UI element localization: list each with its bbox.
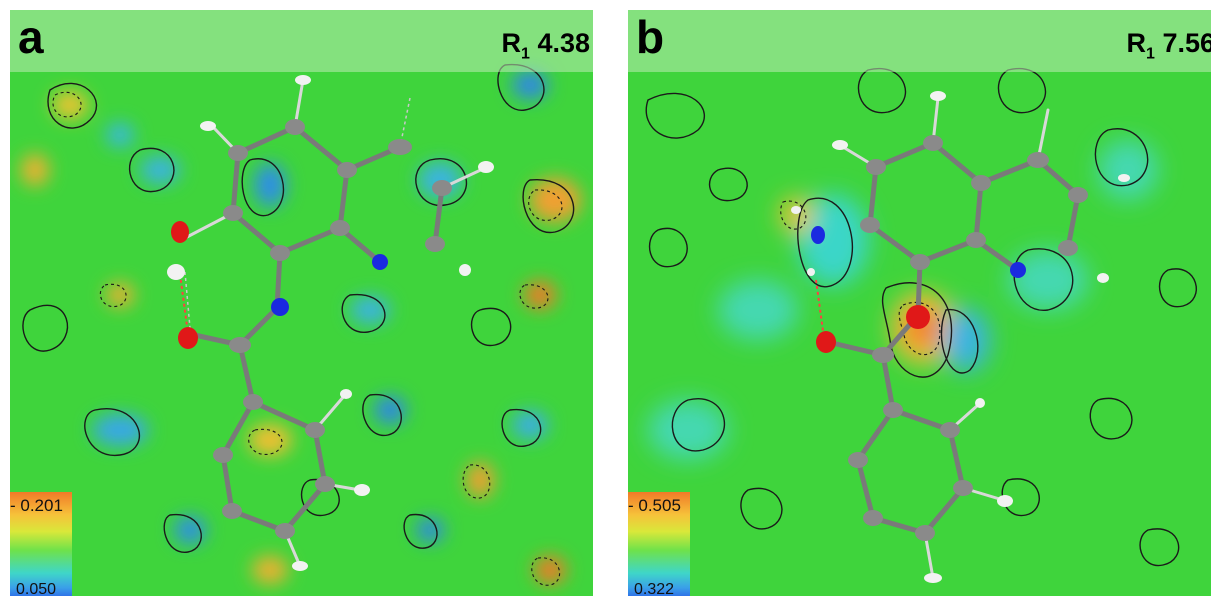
contour-lines-b — [645, 67, 1197, 567]
colorbar-min-label: 0.050 — [16, 581, 57, 596]
header-band — [10, 10, 593, 72]
density-blobs-b — [648, 140, 1158, 460]
colorbar-max-label: - 0.201 — [10, 496, 63, 515]
colorbar-min-label: 0.322 — [634, 581, 675, 596]
panel-letter: a — [18, 11, 44, 63]
density-map-panel-a: a R1 4.38 - 0.201 0.050 — [10, 10, 593, 596]
r1-label: R1 7.56 — [1126, 28, 1211, 63]
molecule-a — [167, 75, 494, 571]
molecule-b — [791, 91, 1130, 583]
r1-label: R1 4.38 — [501, 28, 590, 63]
negative-contours-a — [52, 91, 563, 586]
difference-density-map-a — [10, 10, 593, 596]
header-band — [628, 10, 1211, 72]
negative-contours-b — [780, 200, 941, 356]
colorbar-max-label: - 0.505 — [628, 496, 681, 515]
density-blobs-a — [21, 71, 581, 584]
panel-letter: b — [636, 11, 665, 63]
difference-density-map-b — [628, 10, 1211, 596]
density-map-panel-b: b R1 7.56 - 0.505 0.322 — [628, 10, 1211, 596]
colorbar: - 0.505 0.322 — [628, 492, 690, 596]
colorbar: - 0.201 0.050 — [10, 492, 72, 596]
